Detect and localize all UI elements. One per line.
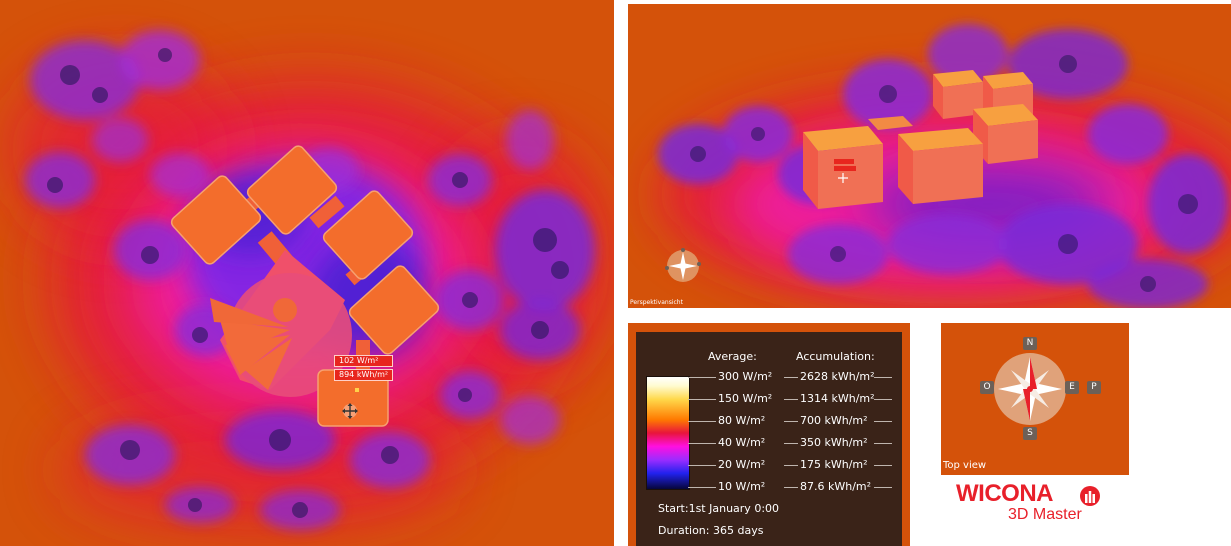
legend-average-value: 80 W/m²	[718, 414, 766, 427]
move-cursor-icon	[342, 403, 358, 419]
legend-header-accumulation: Accumulation:	[796, 350, 875, 363]
compass-rose-icon	[994, 353, 1066, 425]
legend-accumulation-value: 2628 kWh/m²	[800, 370, 875, 383]
logo-wordmark: WICONA	[956, 480, 1053, 507]
legend-average-value: 150 W/m²	[718, 392, 773, 405]
legend-row: 40 W/m² 350 kWh/m²	[688, 436, 898, 450]
wicona-logo: WICONA 3D Master	[956, 480, 1116, 530]
logo-symbol-icon	[1080, 486, 1100, 506]
compass-east-label: E	[1065, 381, 1079, 394]
legend-box: Average: Accumulation: 300 W/m² 2628 kWh…	[636, 332, 902, 546]
legend-average-value: 20 W/m²	[718, 458, 766, 471]
building-layout	[170, 145, 440, 427]
perspective-caption: Perspektivansicht	[630, 299, 683, 306]
compass-panel[interactable]: N S O E P Top view	[941, 323, 1129, 475]
top-view-heatmap	[0, 0, 614, 546]
legend-average-value: 10 W/m²	[718, 480, 766, 493]
point-readout: 102 W/m² 894 kWh/m²	[334, 355, 394, 381]
legend-row: 300 W/m² 2628 kWh/m²	[688, 370, 898, 384]
legend-header-average: Average:	[708, 350, 757, 363]
legend-accumulation-value: 350 kWh/m²	[800, 436, 868, 449]
compass-caption: Top view	[943, 460, 987, 471]
legend-panel: Average: Accumulation: 300 W/m² 2628 kWh…	[628, 323, 910, 546]
legend-row: 80 W/m² 700 kWh/m²	[688, 414, 898, 428]
compass-south-label: S	[1023, 427, 1037, 440]
legend-accumulation-value: 700 kWh/m²	[800, 414, 868, 427]
legend-row: 20 W/m² 175 kWh/m²	[688, 458, 898, 472]
legend-color-scale	[646, 376, 690, 490]
readout-average: 102 W/m²	[334, 355, 394, 367]
perspective-viewport[interactable]: Perspektivansicht	[628, 4, 1231, 308]
legend-duration: Duration: 365 days	[658, 524, 764, 537]
legend-row: 150 W/m² 1314 kWh/m²	[688, 392, 898, 406]
compass-extra-label: P	[1087, 381, 1101, 394]
legend-average-value: 40 W/m²	[718, 436, 766, 449]
readout-accumulation: 894 kWh/m²	[334, 369, 394, 381]
perspective-move-cursor-icon	[838, 173, 848, 183]
legend-accumulation-value: 87.6 kWh/m²	[800, 480, 872, 493]
compass-west-label: O	[980, 381, 994, 394]
compass-north-label: N	[1023, 337, 1037, 350]
perspective-compass-icon	[665, 248, 701, 282]
logo-subtitle: 3D Master	[1008, 506, 1082, 523]
legend-average-value: 300 W/m²	[718, 370, 773, 383]
legend-accumulation-value: 175 kWh/m²	[800, 458, 868, 471]
top-view-viewport[interactable]: 102 W/m² 894 kWh/m²	[0, 0, 614, 546]
perspective-heatmap	[628, 4, 1231, 308]
legend-start-time: Start:1st January 0:00	[658, 502, 780, 515]
legend-accumulation-value: 1314 kWh/m²	[800, 392, 875, 405]
legend-row: 10 W/m² 87.6 kWh/m²	[688, 480, 898, 494]
